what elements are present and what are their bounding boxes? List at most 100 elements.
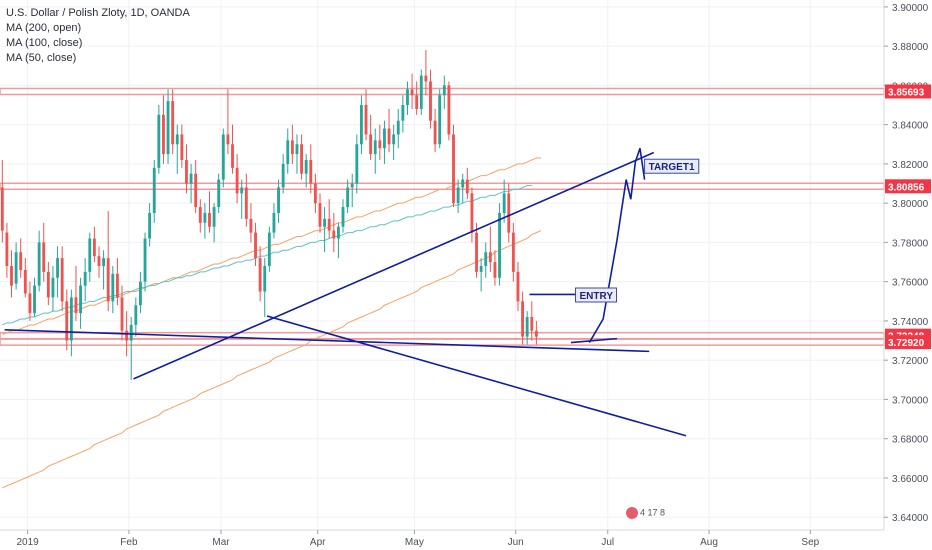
candle-body — [484, 252, 488, 266]
price-tick-label: 3.78000 — [892, 238, 929, 249]
candle-body — [378, 140, 382, 149]
chart-legend: U.S. Dollar / Polish Zloty, 1D, OANDA MA… — [6, 6, 190, 66]
candle-body — [203, 212, 207, 223]
candle-body — [341, 207, 345, 227]
candle-body — [23, 269, 27, 294]
candle-body — [235, 167, 239, 194]
candle-body — [152, 167, 156, 213]
candle-body — [258, 258, 262, 292]
candle-body — [493, 262, 497, 278]
candle-body — [221, 134, 225, 180]
candle-body — [479, 265, 483, 272]
horizontal-levels — [0, 87, 885, 346]
candle-body — [143, 238, 147, 282]
candle-body — [217, 179, 221, 208]
trend-line — [266, 315, 687, 437]
candle-body — [175, 134, 179, 145]
time-tick-label: 2019 — [17, 537, 40, 548]
price-tick-label: 3.66000 — [892, 474, 929, 485]
candle-body — [166, 101, 170, 155]
price-tick-label: 3.64000 — [892, 513, 929, 524]
candle-body — [410, 89, 414, 96]
candle-body — [534, 330, 538, 337]
candle-body — [244, 187, 248, 219]
candle-body — [33, 285, 36, 314]
events-badge[interactable]: 4 17 8 — [626, 507, 666, 521]
candle-body — [120, 297, 124, 331]
candle-body — [318, 203, 322, 227]
candle-body — [83, 271, 87, 286]
candle-body — [226, 134, 230, 145]
candle-body — [313, 183, 317, 204]
drawings: TARGET1 ENTRY — [4, 147, 700, 437]
candle-body — [102, 258, 106, 266]
trend-line — [4, 328, 650, 353]
candle-body — [74, 297, 78, 314]
candle-body — [51, 277, 55, 298]
candle-body — [433, 120, 437, 145]
candle-body — [438, 95, 442, 145]
price-tick-label: 3.90000 — [892, 3, 929, 14]
candle-body — [162, 114, 165, 155]
price-axis[interactable]: 3.64000 3.66000 3.68000 3.70000 3.72000 3.740… — [883, 0, 931, 530]
candle-body — [521, 301, 525, 337]
candle-body — [346, 187, 350, 208]
projection-path — [588, 147, 646, 343]
trend-line — [133, 151, 655, 380]
candle-body — [106, 258, 110, 302]
candle-body — [470, 193, 474, 233]
time-axis[interactable]: 2019 Feb Mar Apr May Jun Jul Aug Sep — [0, 529, 884, 548]
candle-body — [456, 187, 460, 204]
candle-body — [300, 144, 304, 174]
time-tick-label: Aug — [700, 537, 718, 548]
price-tick-label: 3.68000 — [892, 435, 929, 446]
ma-100-label[interactable]: MA (100, close) — [6, 37, 83, 49]
candle-body — [511, 232, 515, 272]
candle-body — [429, 81, 432, 121]
candle-body — [442, 85, 446, 96]
candle-body — [180, 134, 184, 160]
time-tick-label: Apr — [310, 537, 326, 548]
candle-body — [0, 187, 4, 231]
price-tick-label: 3.72000 — [892, 356, 929, 367]
symbol-title[interactable]: U.S. Dollar / Polish Zloty, 1D, OANDA — [6, 7, 190, 19]
ma-200-label[interactable]: MA (200, open) — [6, 22, 82, 34]
candle-body — [387, 128, 391, 145]
candle-body — [290, 140, 294, 155]
candle-body — [447, 85, 451, 135]
candle-body — [56, 258, 59, 278]
candle-body — [373, 140, 377, 155]
horizontal-level-line — [0, 87, 885, 96]
candle-body — [401, 105, 405, 121]
candle-body — [507, 193, 511, 233]
candle-body — [88, 238, 92, 272]
ma-50-line — [2, 185, 532, 326]
candle-body — [498, 212, 501, 278]
candle-body — [189, 173, 193, 184]
ma-50-label[interactable]: MA (50, close) — [6, 52, 77, 64]
candle-body — [212, 207, 216, 227]
candle-body — [336, 226, 340, 239]
ma-200-line — [2, 230, 542, 489]
candle-body — [332, 230, 336, 239]
candle-body — [148, 212, 152, 239]
price-tick-label: 3.76000 — [892, 278, 929, 289]
candle-body — [208, 212, 211, 227]
candle-body — [304, 159, 308, 174]
candle-body — [461, 179, 465, 188]
annotation-box — [575, 287, 618, 303]
price-tick-label: 3.80000 — [892, 199, 929, 210]
candle-body — [65, 301, 69, 341]
candle-body — [10, 265, 13, 286]
price-tick-label: 3.82000 — [892, 160, 929, 171]
candle-body — [525, 317, 529, 337]
candle-body — [231, 144, 234, 168]
candle-body — [281, 163, 285, 188]
candle-body — [194, 173, 198, 208]
price-tick-label: 3.70000 — [892, 395, 929, 406]
candle-body — [267, 232, 271, 266]
candle-body — [69, 297, 73, 341]
candle-body — [327, 218, 331, 231]
price-tag — [885, 179, 931, 194]
